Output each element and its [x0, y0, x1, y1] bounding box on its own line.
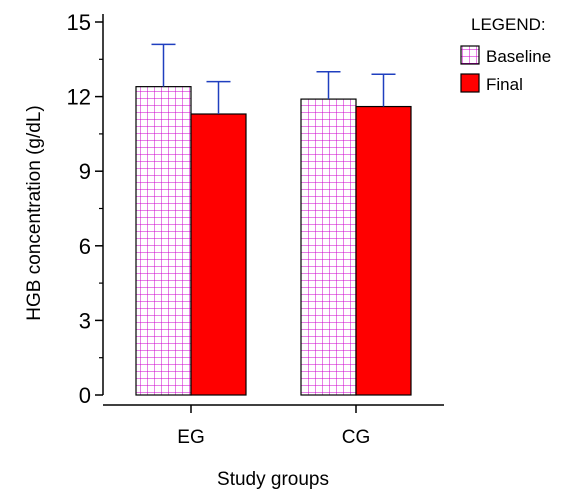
x-tick-label: CG — [342, 427, 371, 448]
legend-label-final: Final — [486, 75, 523, 94]
y-tick-label: 3 — [79, 308, 91, 333]
y-tick-label: 9 — [79, 159, 91, 184]
legend-title: LEGEND: — [471, 15, 546, 34]
y-tick-label: 0 — [79, 383, 91, 408]
y-tick-label: 15 — [67, 10, 91, 35]
y-axis-title: HGB concentration (g/dL) — [24, 105, 45, 320]
x-axis-title: Study groups — [217, 469, 329, 490]
y-tick-label: 6 — [79, 234, 91, 259]
x-tick-label: EG — [177, 427, 204, 448]
y-tick-label: 12 — [67, 85, 91, 110]
legend: LEGEND: Baseline Final — [460, 15, 551, 94]
bar-baseline-cg — [300, 98, 357, 396]
bar-final-eg — [190, 113, 247, 396]
legend-swatch-baseline — [460, 45, 480, 65]
legend-swatch-final — [460, 73, 480, 93]
bar-final-cg — [355, 105, 412, 396]
bar-baseline-eg — [135, 86, 192, 396]
legend-label-baseline: Baseline — [486, 47, 551, 66]
plot-area: 0 3 6 9 12 15 EG CG — [67, 10, 444, 448]
